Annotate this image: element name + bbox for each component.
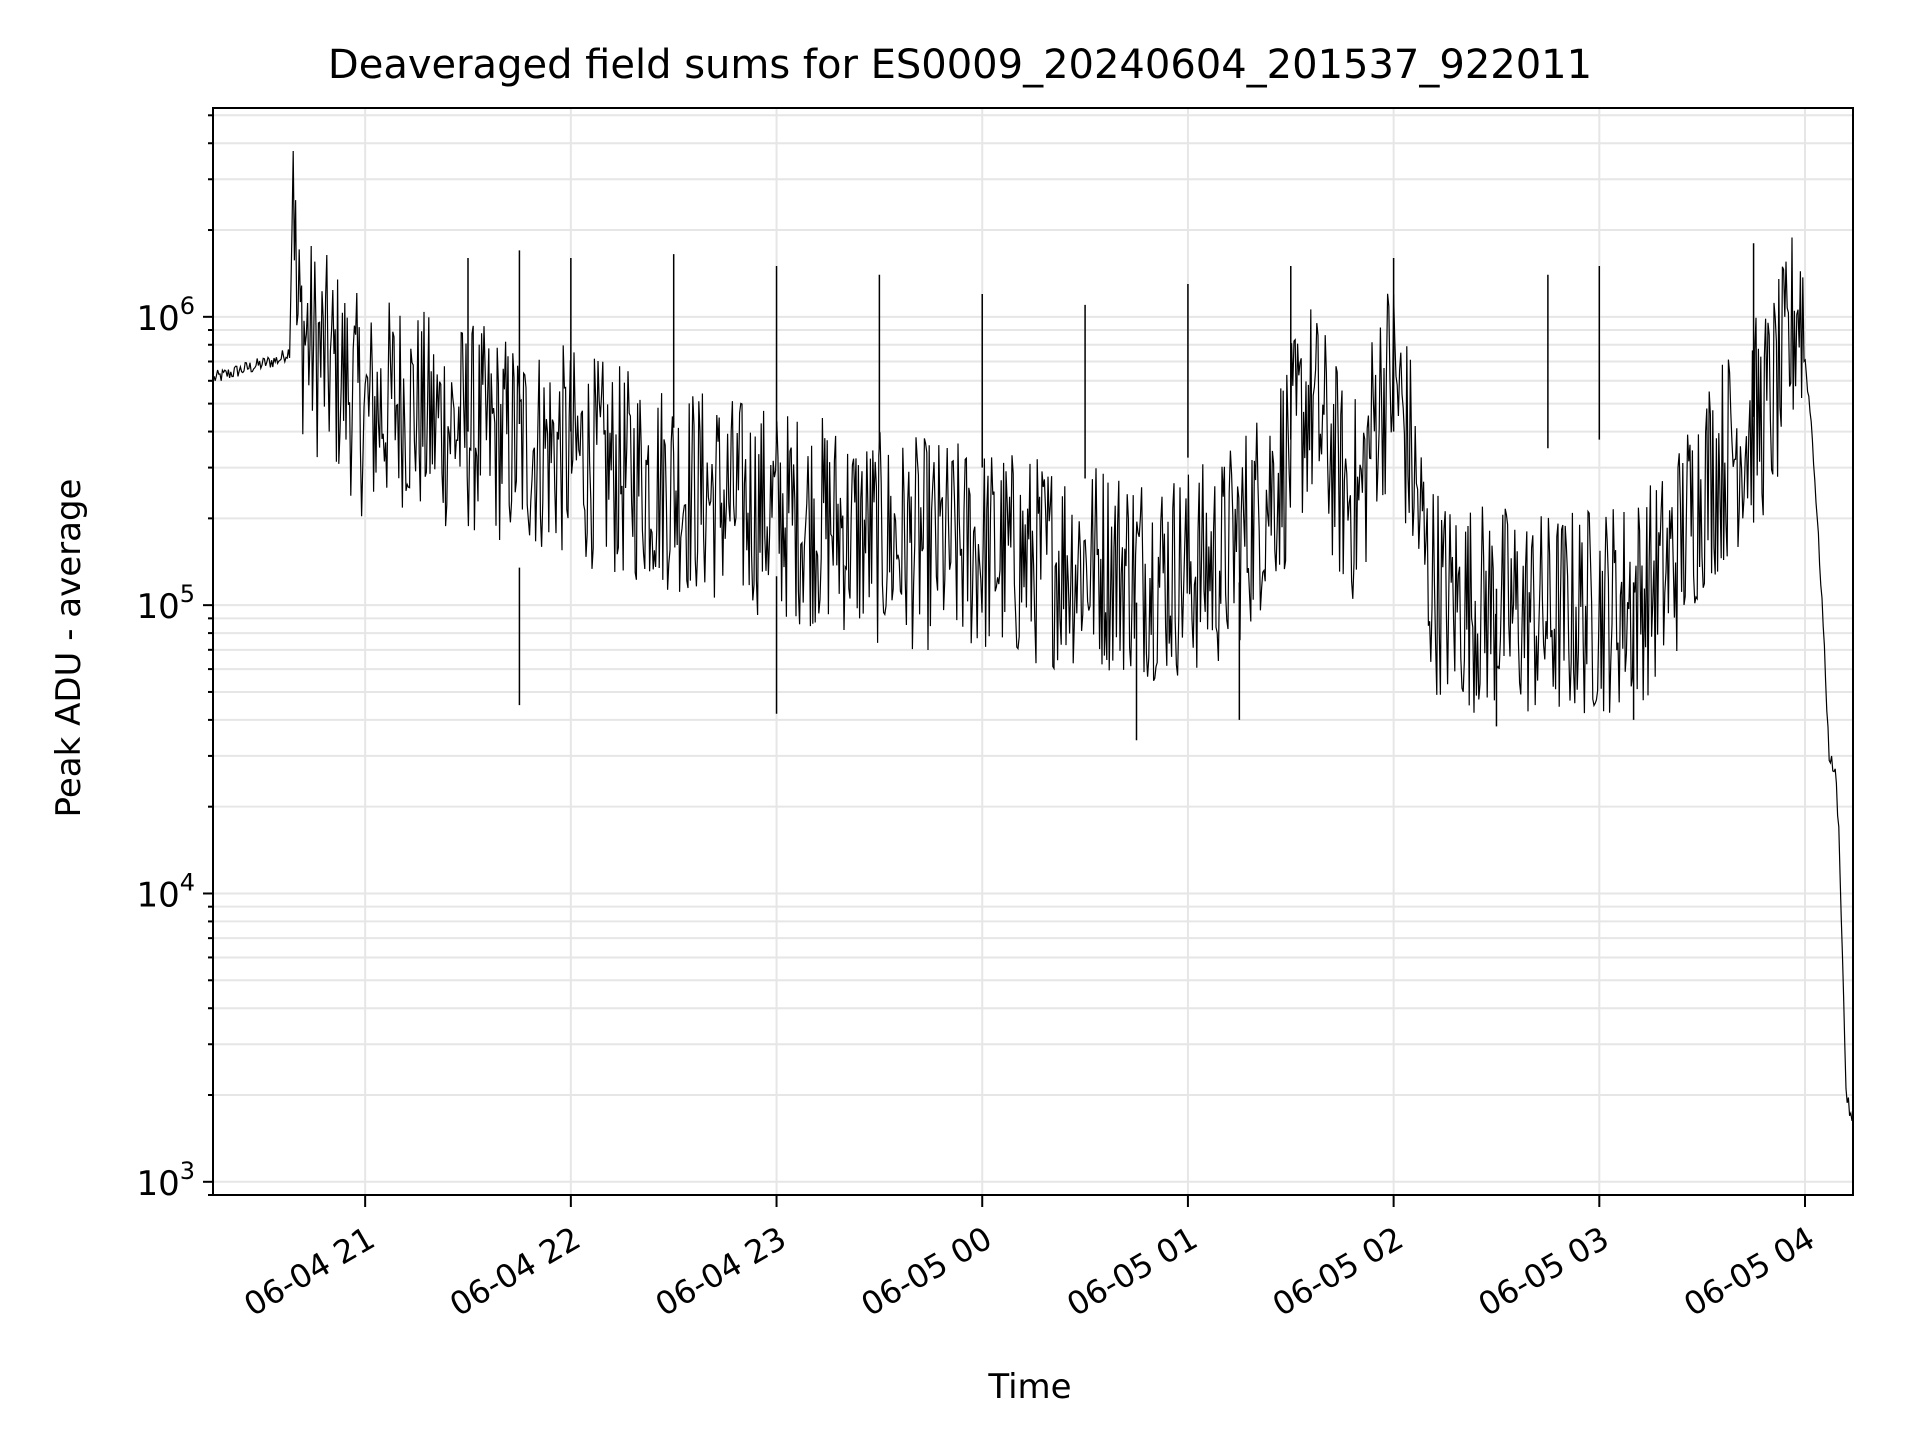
x-axis-label: Time bbox=[987, 1367, 1071, 1407]
y-tick-label: 103 bbox=[136, 1157, 195, 1204]
data-series-line bbox=[213, 150, 1853, 1121]
y-tick-label: 104 bbox=[136, 868, 195, 915]
grid-layer bbox=[213, 108, 1853, 1196]
y-tick-label: 105 bbox=[136, 580, 195, 627]
y-axis-label: Peak ADU - average bbox=[49, 479, 89, 818]
plot-frame bbox=[212, 107, 1854, 1196]
y-tick-label: 106 bbox=[136, 292, 195, 339]
chart-title: Deaveraged field sums for ES0009_2024060… bbox=[328, 42, 1592, 88]
series-layer bbox=[213, 150, 1853, 1121]
